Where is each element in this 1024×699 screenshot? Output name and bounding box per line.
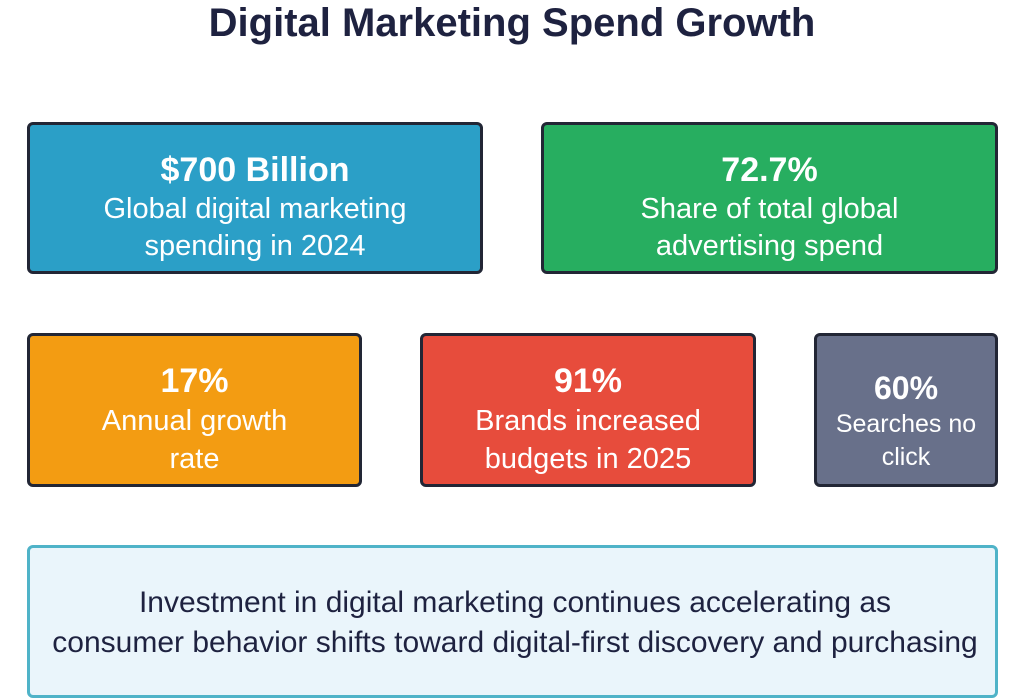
stat-value: 72.7% — [721, 151, 818, 189]
stat-card-searches: 60% Searches no click — [814, 333, 998, 487]
stat-card-brands: 91% Brands increased budgets in 2025 — [420, 333, 756, 487]
stat-value: 60% — [873, 370, 939, 406]
stat-value: 17% — [160, 362, 229, 400]
stat-value: $700 Billion — [160, 151, 350, 189]
summary-line-1: Investment in digital marketing continue… — [138, 586, 892, 619]
page-title: Digital Marketing Spend Growth — [208, 1, 816, 45]
summary-box: Investment in digital marketing continue… — [27, 545, 998, 698]
stat-card-growth: 17% Annual growth rate — [27, 333, 362, 487]
stat-label: Global digital marketing spending in 202… — [103, 193, 407, 262]
summary-text: Investment in digital marketing continue… — [3, 583, 1024, 663]
stat-value: 91% — [553, 362, 623, 400]
stat-label: Searches no click — [835, 410, 977, 471]
stat-label: Annual growth rate — [101, 405, 288, 475]
stat-label: Share of total global advertising spend — [640, 193, 899, 262]
stat-card-spending: $700 Billion Global digital marketing sp… — [27, 122, 483, 274]
stat-card-share: 72.7% Share of total global advertising … — [541, 122, 998, 274]
summary-line-2: consumer behavior shifts toward digital-… — [52, 626, 978, 659]
stat-label: Brands increased budgets in 2025 — [475, 405, 701, 475]
